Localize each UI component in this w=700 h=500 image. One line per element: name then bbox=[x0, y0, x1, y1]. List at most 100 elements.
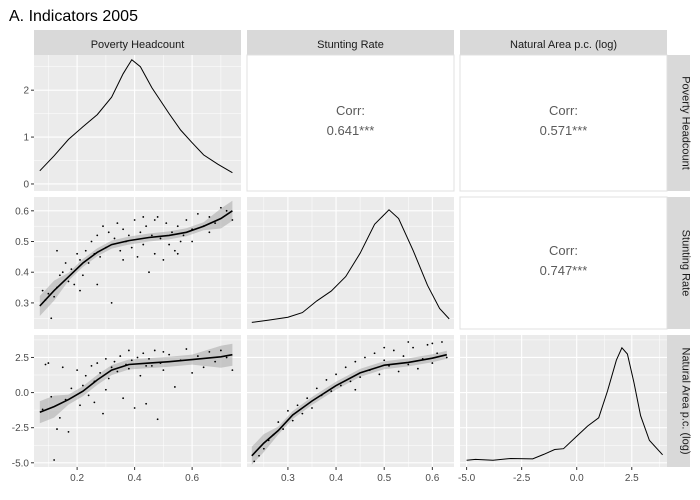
y-tick-label-2: -5.0 bbox=[12, 458, 30, 469]
figure-title: A. Indicators 2005 bbox=[9, 8, 138, 25]
scatter-point-stunting-poverty bbox=[156, 216, 159, 218]
scatter-point-natural-poverty bbox=[70, 387, 73, 390]
scatter-point-stunting-poverty bbox=[133, 219, 136, 221]
scatter-point-natural-stunting bbox=[441, 341, 443, 343]
scatter-point-natural-poverty bbox=[225, 356, 228, 359]
density-line-natural bbox=[466, 346, 663, 461]
scatter-point-stunting-poverty bbox=[182, 234, 185, 237]
scatter-point-stunting-poverty bbox=[81, 274, 84, 277]
scatter-point-natural-poverty bbox=[79, 404, 81, 407]
scatter-point-stunting-poverty bbox=[119, 249, 122, 252]
scatter-point-stunting-poverty bbox=[142, 216, 145, 218]
scatter-point-natural-stunting bbox=[301, 412, 304, 415]
scatter-point-stunting-poverty bbox=[50, 317, 53, 320]
scatter-point-stunting-poverty bbox=[107, 231, 110, 234]
strip-label-right-1: Stunting Rate bbox=[680, 230, 692, 297]
scatter-point-stunting-poverty bbox=[99, 255, 102, 258]
scatter-point-natural-poverty bbox=[93, 401, 96, 404]
scatter-point-natural-poverty bbox=[130, 359, 133, 362]
scatter-point-natural-poverty bbox=[122, 397, 125, 400]
scatter-point-stunting-poverty bbox=[79, 289, 81, 292]
x-tick-label-2: -2.5 bbox=[513, 473, 531, 484]
scatter-point-natural-stunting bbox=[344, 366, 347, 369]
scatter-point-natural-stunting bbox=[354, 360, 357, 363]
scatter-point-natural-poverty bbox=[119, 355, 122, 357]
corr-value-0-1: 0.641*** bbox=[327, 123, 375, 138]
scatter-point-natural-poverty bbox=[87, 394, 90, 397]
scatter-point-stunting-poverty bbox=[41, 289, 44, 292]
scatter-point-natural-poverty bbox=[191, 372, 194, 374]
scatter-point-natural-stunting bbox=[277, 421, 280, 423]
scatter-point-stunting-poverty bbox=[87, 262, 90, 264]
scatter-point-natural-poverty bbox=[61, 366, 64, 369]
x-tick-label-1: 0.5 bbox=[377, 473, 391, 484]
scatter-point-natural-poverty bbox=[150, 364, 153, 367]
scatter-point-natural-poverty bbox=[136, 356, 139, 359]
scatter-point-natural-stunting bbox=[407, 341, 410, 343]
scatter-point-natural-stunting bbox=[306, 397, 309, 400]
scatter-point-natural-stunting bbox=[335, 373, 337, 376]
scatter-point-stunting-poverty bbox=[116, 222, 119, 224]
scatter-point-natural-poverty bbox=[127, 367, 130, 370]
corr-panel-1-2 bbox=[459, 196, 668, 330]
scatter-point-stunting-poverty bbox=[219, 206, 222, 209]
scatter-point-stunting-poverty bbox=[73, 283, 76, 286]
scatter-point-natural-stunting bbox=[412, 346, 414, 349]
strip-label-top-2: Natural Area p.c. (log) bbox=[510, 39, 617, 51]
scatter-point-stunting-poverty bbox=[58, 274, 61, 277]
scatter-point-stunting-poverty bbox=[64, 262, 67, 264]
x-tick-label-2: 0.0 bbox=[570, 473, 584, 484]
scatter-point-stunting-poverty bbox=[47, 292, 50, 295]
corr-panel-0-2 bbox=[459, 54, 668, 192]
scatter-point-natural-poverty bbox=[113, 360, 116, 363]
y-tick-label-2: 2.5 bbox=[15, 353, 29, 364]
scatter-point-natural-stunting bbox=[325, 379, 328, 381]
y-tick-label-0: 2 bbox=[23, 86, 29, 97]
scatter-point-stunting-poverty bbox=[231, 219, 234, 221]
scatter-point-stunting-poverty bbox=[90, 240, 93, 243]
strip-label-right-2: Natural Area p.c. (log) bbox=[680, 348, 692, 455]
corr-panel-0-1 bbox=[246, 54, 455, 192]
strip-right-1 bbox=[667, 197, 690, 329]
scatter-point-stunting-poverty bbox=[162, 259, 165, 261]
scatter-point-stunting-poverty bbox=[76, 252, 79, 255]
scatter-point-stunting-poverty bbox=[142, 243, 145, 246]
scatter-point-natural-poverty bbox=[173, 386, 176, 388]
scatter-point-natural-poverty bbox=[47, 362, 50, 364]
y-tick-label-2: 0.0 bbox=[15, 388, 29, 399]
scatter-point-stunting-poverty bbox=[191, 240, 194, 243]
strip-top-0 bbox=[34, 30, 241, 55]
panel-bg-2-1 bbox=[247, 335, 454, 467]
smooth-band-stunting-poverty bbox=[39, 200, 233, 316]
scatter-point-natural-poverty bbox=[153, 349, 156, 352]
y-tick-label-1: 0.4 bbox=[15, 268, 29, 279]
scatter-point-natural-stunting bbox=[253, 460, 256, 463]
panel-bg-0-0 bbox=[34, 55, 241, 191]
scatter-point-stunting-poverty bbox=[136, 255, 139, 258]
strip-top-1 bbox=[247, 30, 454, 55]
scatter-point-natural-stunting bbox=[330, 390, 333, 393]
scatter-point-natural-stunting bbox=[416, 367, 419, 370]
smooth-line-stunting-poverty bbox=[39, 210, 233, 307]
scatter-point-natural-poverty bbox=[90, 364, 93, 367]
scatter-point-natural-poverty bbox=[58, 416, 61, 419]
scatter-point-natural-stunting bbox=[262, 447, 265, 450]
scatter-point-natural-poverty bbox=[162, 369, 165, 372]
scatter-point-stunting-poverty bbox=[96, 234, 99, 237]
scatter-point-stunting-poverty bbox=[208, 216, 211, 218]
scatter-point-natural-stunting bbox=[359, 376, 362, 379]
scatter-point-natural-poverty bbox=[162, 350, 165, 353]
scatter-point-natural-poverty bbox=[110, 366, 113, 369]
corr-label-0-1: Corr: bbox=[336, 103, 365, 118]
scatter-point-stunting-poverty bbox=[102, 225, 104, 228]
scatter-point-natural-poverty bbox=[56, 428, 58, 430]
y-tick-label-2: -2.5 bbox=[12, 423, 30, 434]
scatter-point-stunting-poverty bbox=[176, 225, 179, 228]
scatter-point-natural-poverty bbox=[102, 412, 104, 415]
scatter-point-natural-poverty bbox=[99, 372, 102, 374]
panel-bg-2-2 bbox=[460, 335, 667, 467]
scatter-point-natural-poverty bbox=[214, 360, 217, 363]
scatter-point-natural-poverty bbox=[104, 357, 107, 360]
scatter-point-natural-stunting bbox=[349, 380, 352, 383]
